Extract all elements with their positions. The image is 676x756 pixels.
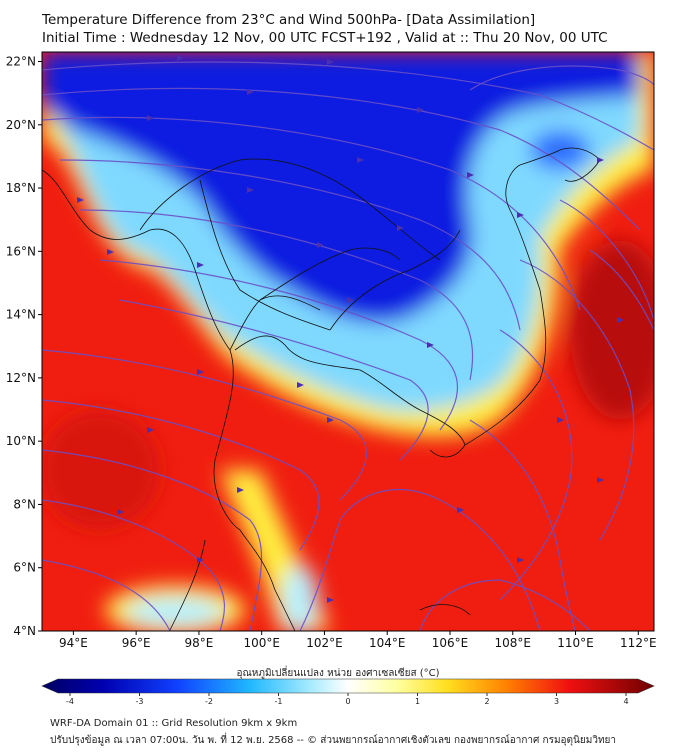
wind-arrow (197, 557, 204, 563)
colorbar-ticks: -4 -3 -2 -1 0 1 2 3 4 (66, 693, 629, 706)
wind-arrow (557, 417, 564, 423)
lat-tick-label: 12°N (6, 371, 36, 385)
wind-arrow (147, 115, 154, 121)
colorbar-tick-label: 4 (623, 697, 628, 706)
temperature-field (42, 52, 654, 631)
wind-arrow (617, 317, 624, 323)
lon-tick-label: 104°E (369, 636, 406, 650)
wind-arrow (417, 107, 424, 113)
wind-arrow (327, 597, 334, 603)
footer-model-info: WRF-DA Domain 01 :: Grid Resolution 9km … (50, 718, 298, 729)
wind-arrow (317, 242, 324, 248)
wind-arrow (237, 487, 244, 493)
wind-arrow (177, 55, 184, 61)
lat-tick-label: 22°N (6, 54, 36, 68)
lon-tick-label: 108°E (495, 636, 532, 650)
wind-arrow (77, 197, 84, 203)
wind-arrow (197, 262, 204, 268)
colorbar-tick-label: -3 (136, 697, 144, 706)
lat-tick-label: 16°N (6, 244, 36, 258)
colorbar-label: อุณหภูมิเปลี่ยนแปลง หน่วย องศาเซลเซียส (… (236, 668, 440, 679)
lon-tick-label: 98°E (184, 636, 213, 650)
lat-tick-label: 14°N (6, 308, 36, 322)
lon-tick-label: 94°E (59, 636, 88, 650)
latitude-axis: 4°N 6°N 8°N 10°N 12°N 14°N 16°N 18°N 20°N 22°N (6, 54, 42, 638)
wind-arrow (597, 157, 604, 163)
wind-arrow (517, 212, 524, 218)
wind-arrow (327, 417, 334, 423)
lat-tick-label: 4°N (13, 624, 36, 638)
colorbar-tick-label: 3 (554, 697, 559, 706)
lat-tick-label: 6°N (13, 561, 36, 575)
lon-tick-label: 110°E (557, 636, 594, 650)
wind-arrow (347, 297, 354, 303)
colorbar: -4 -3 -2 -1 0 1 2 3 4 (41, 678, 655, 706)
lat-tick-label: 10°N (6, 434, 36, 448)
chart-title: Temperature Difference from 23°C and Win… (42, 12, 536, 28)
wind-arrow (517, 557, 524, 563)
wind-arrow (357, 157, 364, 163)
lat-tick-label: 8°N (13, 497, 36, 511)
plot-frame (41, 51, 655, 632)
wind-arrow (597, 477, 604, 483)
wind-arrow (247, 89, 254, 95)
wind-arrow (297, 382, 304, 388)
wind-arrow (457, 507, 464, 513)
lat-tick-label: 20°N (6, 118, 36, 132)
lon-tick-label: 102°E (306, 636, 343, 650)
lat-tick-label: 18°N (6, 181, 36, 195)
colorbar-tick-label: 2 (484, 697, 489, 706)
wind-arrow (467, 172, 474, 178)
coastlines (42, 147, 601, 631)
lon-tick-label: 96°E (122, 636, 151, 650)
lon-tick-label: 112°E (620, 636, 657, 650)
wind-arrow (247, 187, 254, 193)
wind-arrow (197, 369, 204, 375)
lon-tick-label: 106°E (432, 636, 469, 650)
footer-credit: ปรับปรุงข้อมูล ณ เวลา 07:00น. วัน พ. ที่… (50, 735, 617, 746)
colorbar-tick-label: 0 (345, 697, 350, 706)
wind-arrow (427, 342, 434, 348)
wind-arrow (107, 249, 114, 255)
colorbar-tick-label: -4 (66, 697, 74, 706)
wind-arrow (397, 225, 404, 231)
lon-tick-label: 100°E (243, 636, 280, 650)
colorbar-tick-label: -1 (275, 697, 283, 706)
wind-arrow (147, 427, 154, 433)
wind-arrow (327, 59, 334, 65)
wind-arrows (77, 55, 624, 603)
longitude-axis: 94°E 96°E 98°E 100°E 102°E 104°E 106°E 108°E 110… (59, 631, 657, 650)
wind-arrow (117, 509, 124, 515)
colorbar-tick-label: 1 (415, 697, 420, 706)
colorbar-tick-label: -2 (205, 697, 213, 706)
chart-subtitle: Initial Time : Wednesday 12 Nov, 00 UTC … (42, 30, 608, 46)
